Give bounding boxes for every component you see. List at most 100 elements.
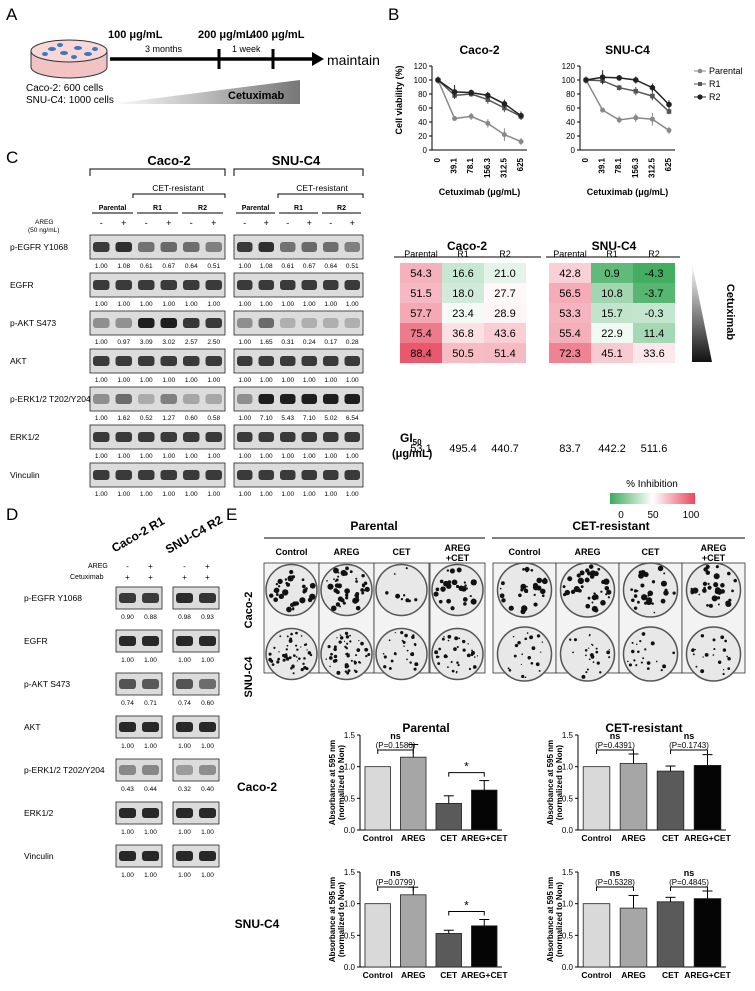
blot-membrane — [233, 234, 364, 260]
lane-label: R1 — [153, 205, 162, 212]
data-point — [518, 139, 524, 145]
data-point — [468, 89, 475, 96]
colony — [279, 635, 282, 638]
colony — [286, 606, 292, 613]
blot-c-caco2-resistant: CET-resistant — [152, 183, 204, 193]
blot-band — [205, 356, 222, 366]
colony-plate — [375, 563, 428, 617]
colony — [476, 655, 479, 657]
colony — [567, 576, 573, 582]
blot-band — [93, 394, 110, 404]
blot-band — [160, 470, 177, 480]
heatmap-value: 27.7 — [494, 288, 515, 300]
bar-ylabel-1: Absorbance at 595 nm — [546, 877, 555, 962]
blot-d-rows: - + + + - + + + p-EGFR Y1068 0.90 0.88 0.98 0.93 EGFR… — [24, 562, 220, 879]
colony — [456, 645, 459, 649]
colony — [348, 653, 350, 655]
blot-quant: 0.60 — [201, 700, 214, 707]
colony — [296, 648, 299, 651]
y-tick-label: 1.0 — [562, 763, 574, 772]
colony — [570, 589, 576, 595]
colony — [400, 598, 404, 601]
snuc4-cells: SNU-C4: 1000 cells — [26, 95, 114, 106]
blot-quant: 1.00 — [144, 657, 157, 664]
heatmap-value: 0.9 — [604, 268, 619, 280]
panel-d-letter: D — [6, 505, 18, 524]
colony — [727, 657, 731, 661]
blot-quant: 1.00 — [185, 453, 198, 460]
heatmap-cell — [549, 323, 591, 343]
x-tick-label: 156.3 — [483, 157, 492, 178]
blot-quant: 0.61 — [281, 263, 294, 270]
x-tick-label: 312.5 — [499, 157, 508, 178]
series-line-r2 — [585, 76, 670, 106]
blot-band — [176, 722, 193, 732]
colony — [694, 648, 696, 651]
colony — [727, 571, 731, 576]
blot-quant: 1.00 — [207, 377, 220, 384]
panel-e-bars: Parental CET-resistant Caco-2 SNU-C4 0.0… — [235, 721, 732, 980]
sig-p: (P=0.1580) — [376, 741, 416, 750]
colony — [302, 588, 308, 593]
cetuximab-side-label: Cetuximab — [724, 284, 736, 341]
blot-c-snuc4-resistant: CET-resistant — [296, 183, 348, 193]
colony — [285, 648, 288, 651]
heatmap-cell — [400, 263, 442, 283]
colony — [589, 633, 591, 636]
colony — [517, 640, 521, 645]
heatmap-cell — [442, 263, 484, 283]
colony — [603, 578, 610, 585]
blot-band — [160, 318, 177, 328]
colony — [473, 656, 476, 658]
heatmap-caco2-title: Caco-2 — [447, 239, 487, 253]
blot-membrane — [115, 586, 163, 610]
blot-band — [142, 808, 159, 818]
blot-band — [142, 765, 159, 775]
blot-quant: 1.00 — [162, 491, 175, 498]
bar-category-label: AREG+CET — [461, 833, 508, 843]
x-tick-label: 312.5 — [647, 157, 656, 178]
colony — [292, 601, 298, 607]
data-point — [435, 77, 441, 83]
panel-a: 100 μg/mL 200 μg/mL 400 μg/mL 3 months 1… — [26, 29, 380, 106]
sig-bracket — [377, 886, 414, 891]
bars-resistant-title: CET-resistant — [605, 721, 682, 735]
colony — [435, 655, 439, 659]
data-point — [650, 93, 655, 99]
colony — [406, 649, 409, 652]
colony — [455, 671, 458, 674]
y-tick-label: 0 — [571, 146, 576, 155]
blot-membrane — [89, 424, 226, 450]
colony — [572, 651, 574, 654]
heatmap-value: 54.3 — [410, 268, 431, 280]
x-tick-label: 39.1 — [450, 157, 459, 173]
heatmap-cell — [591, 263, 633, 283]
colony — [271, 663, 275, 666]
colony — [289, 637, 293, 641]
colony — [349, 640, 352, 643]
blot-quant: 0.58 — [207, 415, 220, 422]
colony — [471, 649, 473, 652]
blot-band — [258, 432, 274, 442]
areg-sign: + — [121, 218, 126, 228]
colony — [587, 647, 590, 649]
colony — [695, 665, 698, 668]
sig-ns: ns — [610, 868, 621, 878]
blot-quant: 1.00 — [238, 415, 251, 422]
colony — [672, 591, 676, 595]
blot-quant: 1.00 — [238, 339, 251, 346]
data-point — [485, 120, 491, 126]
blot-membrane — [172, 844, 220, 868]
blot-band — [183, 470, 200, 480]
colony — [640, 594, 648, 601]
blot-quant: 1.00 — [207, 453, 220, 460]
colony — [585, 671, 588, 674]
blot-quant: 0.51 — [207, 263, 220, 270]
colony — [302, 662, 305, 666]
inhibition-color-scale — [610, 493, 695, 504]
bar-category-label: CET — [440, 970, 458, 980]
colony — [291, 664, 295, 668]
y-tick-label: 0.5 — [344, 794, 356, 803]
colony — [499, 587, 502, 590]
y-tick-label: 1.0 — [562, 900, 574, 909]
